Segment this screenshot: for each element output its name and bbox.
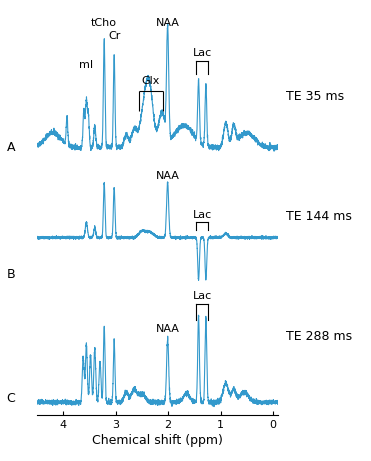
Text: Cr: Cr bbox=[108, 30, 120, 41]
Text: NAA: NAA bbox=[156, 324, 180, 334]
Text: C: C bbox=[7, 392, 16, 405]
Text: B: B bbox=[7, 268, 16, 281]
Text: mI: mI bbox=[79, 60, 93, 70]
Text: tCho: tCho bbox=[91, 18, 117, 28]
Text: TE 35 ms: TE 35 ms bbox=[286, 90, 344, 103]
Text: A: A bbox=[7, 141, 16, 154]
Text: NAA: NAA bbox=[156, 171, 180, 181]
Text: Chemical shift (ppm): Chemical shift (ppm) bbox=[92, 434, 223, 447]
Text: Lac: Lac bbox=[193, 210, 212, 220]
Text: NAA: NAA bbox=[156, 18, 180, 28]
Text: Lac: Lac bbox=[193, 291, 212, 301]
Text: Lac: Lac bbox=[193, 48, 212, 58]
Text: Glx: Glx bbox=[142, 76, 160, 86]
Text: TE 144 ms: TE 144 ms bbox=[286, 210, 352, 223]
Text: TE 288 ms: TE 288 ms bbox=[286, 330, 352, 343]
